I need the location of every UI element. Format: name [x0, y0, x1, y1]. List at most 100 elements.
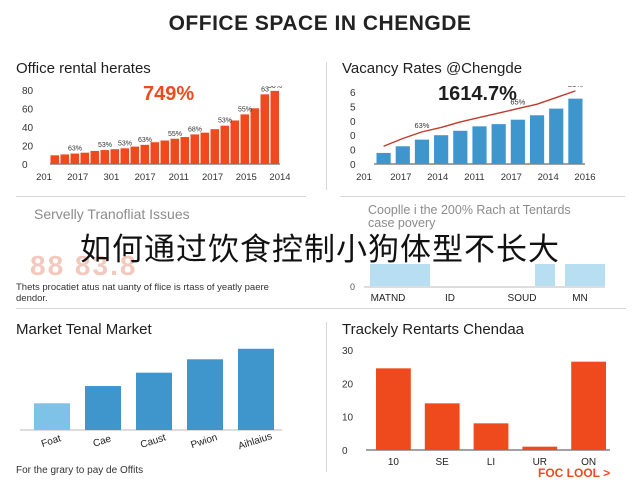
- bar: [270, 90, 279, 164]
- y-tick-label: 60: [22, 105, 34, 116]
- bar: [100, 150, 109, 164]
- bar: [473, 423, 509, 450]
- y-tick-label: 5: [350, 102, 356, 113]
- market-chart-title: Market Tenal Market: [16, 321, 152, 338]
- y-tick-label: 10: [342, 413, 354, 424]
- bar: [180, 137, 189, 164]
- data-label: 53%: [98, 142, 112, 149]
- bar: [160, 140, 169, 164]
- data-label: 63%: [414, 121, 429, 130]
- rach-chart-title: Cooplle i the 200% Rach at Tentards case…: [368, 203, 571, 230]
- y-tick-label: 6: [350, 88, 356, 99]
- bar: [414, 139, 430, 164]
- bar: [260, 94, 269, 164]
- vertical-divider-bottom: [326, 322, 327, 472]
- bar: [136, 372, 172, 430]
- x-tick-label: 2011: [169, 172, 189, 183]
- office-rental-chart-title: Office rental herates: [16, 60, 151, 77]
- bar: [34, 403, 70, 430]
- x-tick-label: Cae: [92, 433, 113, 449]
- vacancy-headline: 1614.7%: [438, 83, 517, 105]
- data-label: 65%: [510, 98, 525, 107]
- trend-line: [383, 90, 576, 147]
- y-tick-label: 30: [342, 346, 354, 357]
- horizontal-divider-left: [16, 196, 306, 197]
- x-tick-label: 2017: [202, 172, 223, 183]
- x-tick-label: 2017: [390, 172, 411, 183]
- bar: [491, 124, 506, 164]
- transition-issues-title: Servelly Tranofliat Issues: [34, 206, 190, 222]
- bar: [240, 114, 249, 164]
- rentarts-chart-title: Trackely Rentarts Chendaa: [342, 321, 525, 338]
- bar: [472, 126, 487, 164]
- bar: [549, 108, 564, 164]
- bar: [120, 148, 129, 164]
- bar: [187, 359, 223, 430]
- bar: [50, 155, 59, 164]
- data-label: 63: [261, 86, 269, 93]
- bar: [238, 348, 274, 430]
- data-label: 53%: [118, 140, 132, 147]
- bar: [130, 146, 139, 164]
- data-label: L1%: [568, 86, 583, 89]
- x-tick-label: 201: [356, 172, 372, 183]
- rentarts-chart: 30 20 10 0 10 SE LI UR ON: [342, 346, 610, 468]
- x-tick-label: 2014: [269, 172, 290, 183]
- x-tick-label: Caust: [139, 432, 167, 451]
- x-tick-label: LI: [487, 457, 495, 468]
- bar: [529, 115, 545, 164]
- rentarts-footnote[interactable]: FOC LOOL >: [538, 466, 611, 480]
- x-tick-label: 2017: [67, 172, 88, 183]
- bar: [70, 153, 79, 164]
- bar: [571, 361, 606, 450]
- bar: [60, 154, 69, 164]
- bar: [565, 264, 605, 286]
- y-tick-label: 20: [342, 379, 354, 390]
- bar: [170, 138, 179, 164]
- page-title: OFFICE SPACE IN CHENGDE: [168, 12, 472, 35]
- horizontal-divider-mid: [16, 308, 626, 309]
- data-label: 68%: [188, 126, 202, 133]
- bar: [190, 134, 199, 164]
- x-tick-label: MATND: [371, 293, 406, 304]
- office-rental-chart: 80 60 40 20 0 63% 53% 53% 63% 55% 68% 53% 55% 63 50% 20…: [22, 86, 290, 183]
- data-label: 50%: [268, 86, 282, 90]
- bar: [210, 129, 219, 164]
- data-label: 53%: [218, 118, 232, 125]
- bar: [376, 152, 391, 164]
- y-tick-label: 0: [350, 131, 356, 142]
- horizontal-divider-right: [340, 196, 625, 197]
- bar: [85, 386, 121, 430]
- vacancy-chart-title: Vacancy Rates @Chengde: [342, 60, 523, 77]
- bar: [568, 98, 583, 164]
- x-tick-label: 201: [36, 172, 52, 183]
- bar: [80, 152, 89, 164]
- x-tick-label: 2014: [538, 172, 559, 183]
- y-tick-label: 0: [342, 446, 348, 457]
- x-tick-label: ON: [581, 457, 596, 468]
- bar: [370, 264, 430, 286]
- y-tick-label: 0: [350, 160, 356, 171]
- x-tick-label: 2017: [135, 172, 156, 183]
- x-tick-label: 2017: [501, 172, 522, 183]
- y-tick-label: 0: [350, 282, 355, 292]
- bar: [90, 150, 99, 164]
- bar: [510, 119, 525, 164]
- bar: [150, 142, 159, 164]
- x-tick-label: 2011: [464, 172, 484, 183]
- market-footnote: For the grary to pay de Offits: [16, 465, 144, 476]
- overlay-caption: 如何通过饮食控制小狗体型不长大: [80, 232, 560, 268]
- x-tick-label: Aihlaius: [237, 431, 274, 452]
- data-label: 63%: [138, 137, 152, 144]
- x-tick-label: 301: [103, 172, 119, 183]
- bar: [395, 146, 410, 164]
- y-tick-label: 80: [22, 86, 34, 97]
- bar: [250, 108, 259, 164]
- x-tick-label: 2015: [236, 172, 257, 183]
- bar: [535, 264, 555, 286]
- vacancy-chart: 6 5 0 0 0 0 63% 65% L1% 201 2017 2014 2011 2017 2014 20…: [350, 86, 596, 183]
- data-label: 63%: [68, 146, 82, 153]
- bar: [110, 149, 119, 164]
- bar: [220, 125, 229, 164]
- x-tick-label: SE: [436, 457, 450, 468]
